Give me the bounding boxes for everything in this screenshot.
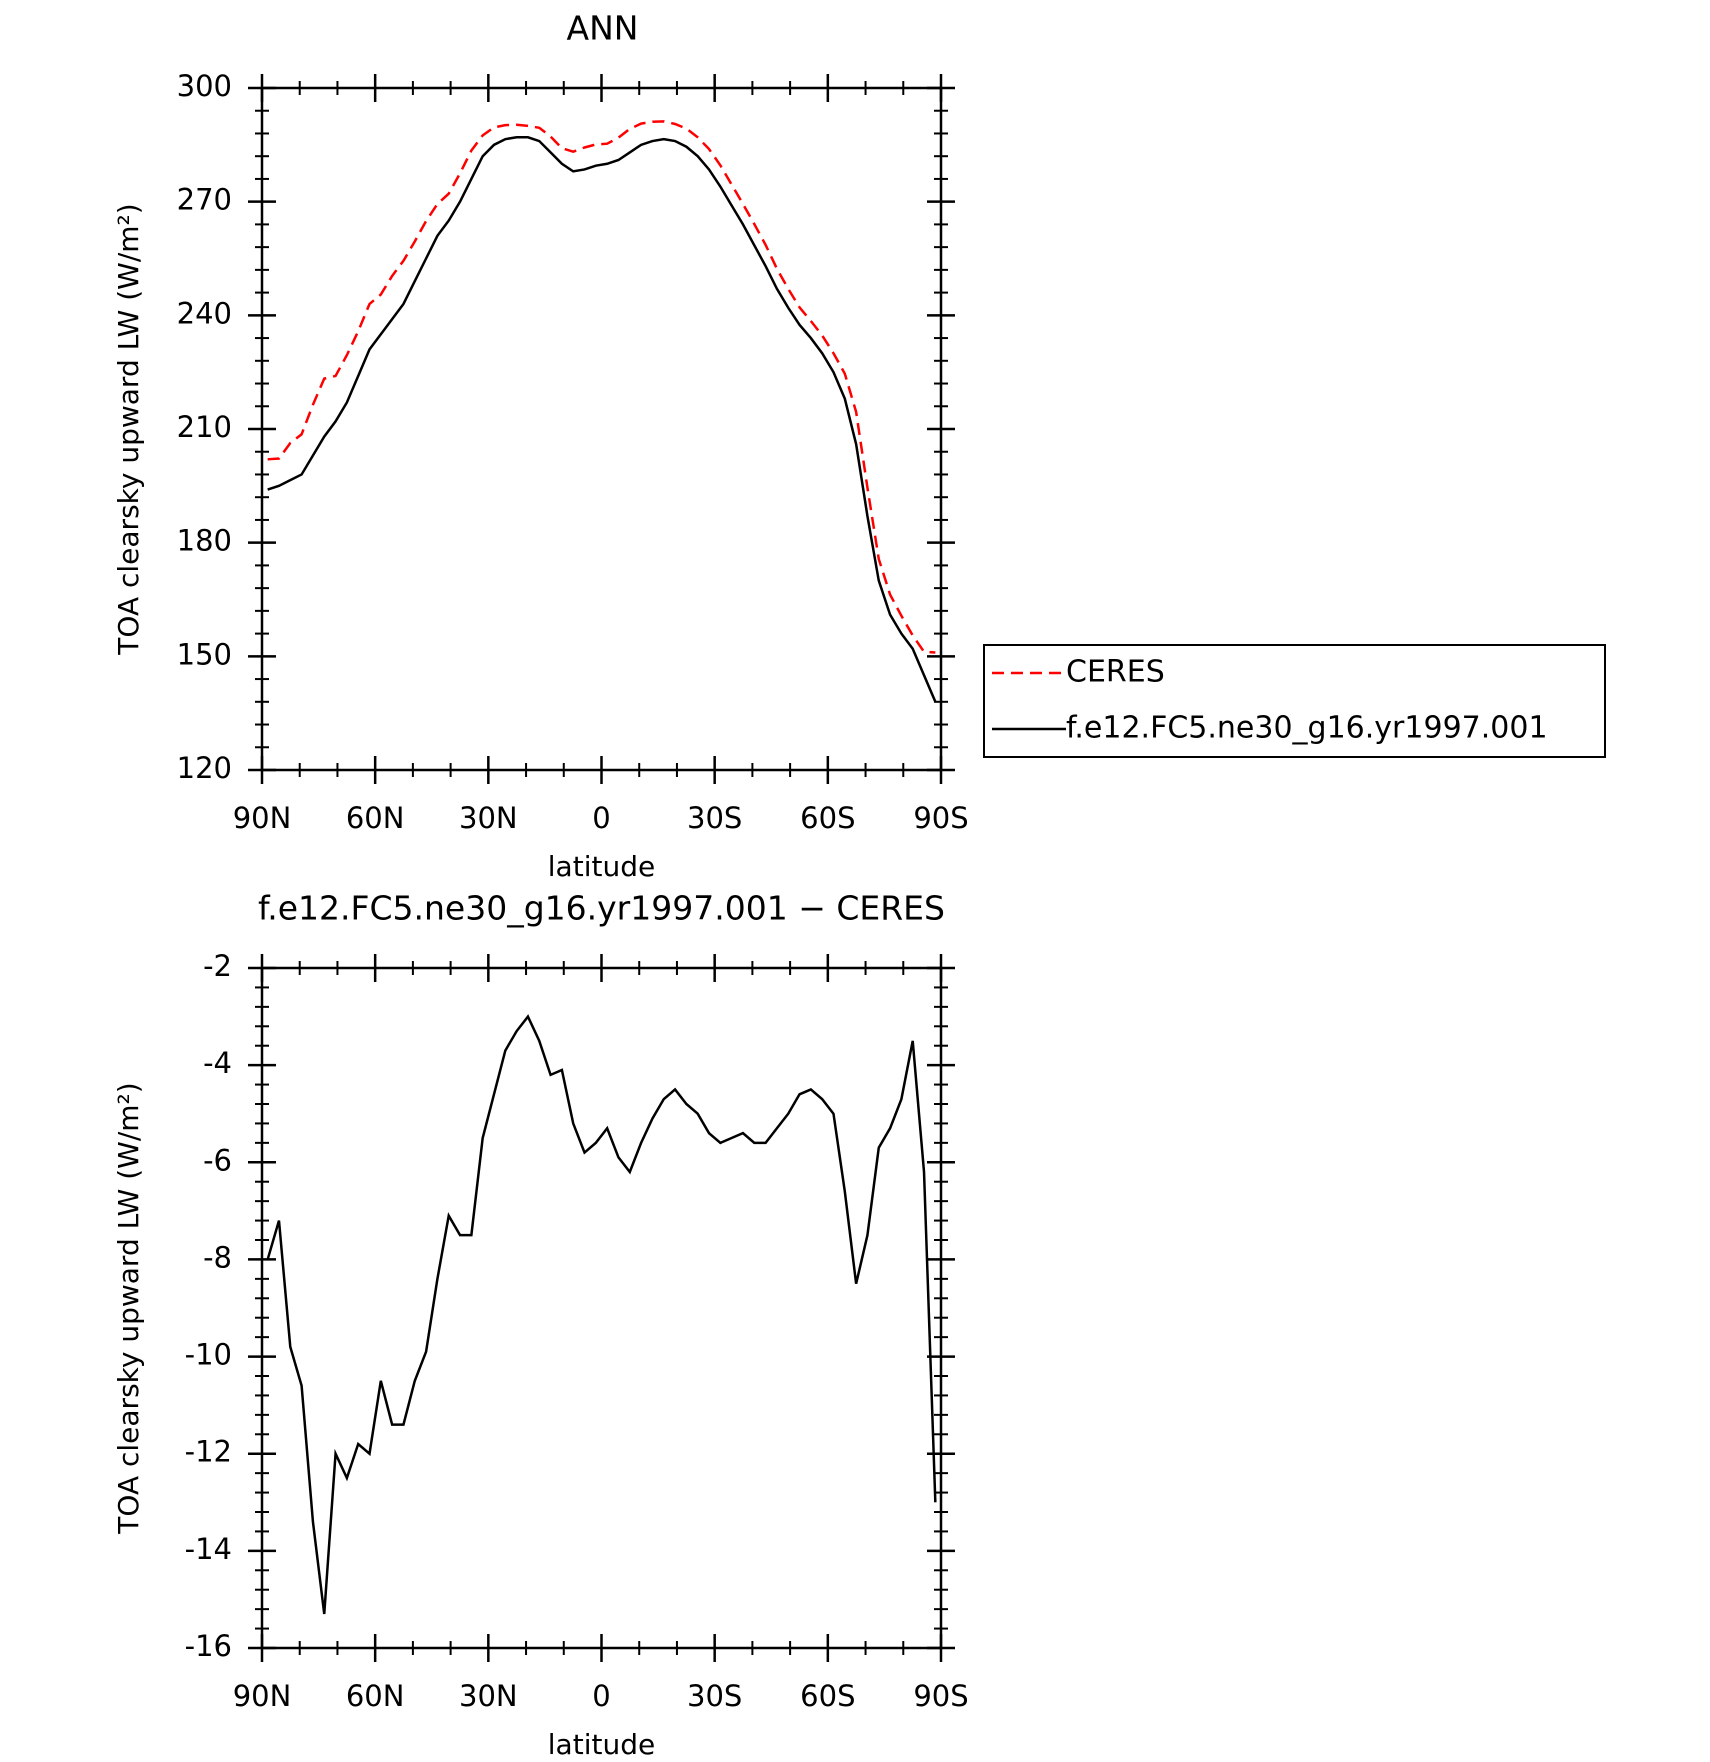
plot-frame — [260, 86, 943, 772]
y-tick-label: -4 — [203, 1046, 232, 1080]
x-tick-label: 0 — [592, 801, 610, 835]
x-tick-label: 90N — [233, 1679, 292, 1713]
x-tick-label: 30S — [687, 801, 742, 835]
x-axis-label: latitude — [548, 850, 655, 883]
legend-box — [983, 644, 1606, 758]
y-tick-label: -2 — [203, 949, 232, 983]
y-tick-label: -8 — [203, 1240, 232, 1274]
data-line — [267, 136, 937, 703]
x-tick-label: 30S — [687, 1679, 742, 1713]
y-tick-label: -12 — [185, 1435, 232, 1469]
y-tick-label: -16 — [185, 1629, 232, 1663]
x-tick-label: 30N — [459, 1679, 518, 1713]
y-tick-label: 150 — [177, 637, 232, 671]
x-tick-label: 60N — [346, 1679, 405, 1713]
y-tick-label: -10 — [185, 1338, 232, 1372]
x-tick-label: 90S — [913, 801, 968, 835]
x-tick-label: 90S — [913, 1679, 968, 1713]
x-tick-label: 90N — [233, 801, 292, 835]
data-line — [266, 1014, 937, 1615]
x-tick-label: 60S — [800, 801, 855, 835]
y-tick-label: 210 — [177, 410, 232, 444]
legend-label: CERES — [1066, 655, 1165, 690]
data-line — [267, 120, 936, 654]
plot-frame — [260, 966, 943, 1650]
x-tick-label: 60N — [346, 801, 405, 835]
x-tick-label: 60S — [800, 1679, 855, 1713]
x-tick-label: 0 — [592, 1679, 610, 1713]
y-tick-label: -14 — [185, 1532, 232, 1566]
x-axis-label: latitude — [548, 1728, 655, 1761]
legend-label: f.e12.FC5.ne30_g16.yr1997.001 — [1066, 711, 1548, 746]
chart-title: f.e12.FC5.ne30_g16.yr1997.001 − CERES — [258, 889, 945, 928]
y-axis-label: TOA clearsky upward LW (W/m²) — [112, 203, 145, 655]
x-tick-label: 30N — [459, 801, 518, 835]
y-tick-label: -6 — [203, 1143, 232, 1177]
y-tick-label: 240 — [177, 296, 232, 330]
y-tick-label: 300 — [177, 69, 232, 103]
y-tick-label: 120 — [177, 751, 232, 785]
y-tick-label: 270 — [177, 183, 232, 217]
y-axis-label: TOA clearsky upward LW (W/m²) — [112, 1082, 145, 1534]
y-tick-label: 180 — [177, 524, 232, 558]
chart-title: ANN — [567, 9, 639, 48]
